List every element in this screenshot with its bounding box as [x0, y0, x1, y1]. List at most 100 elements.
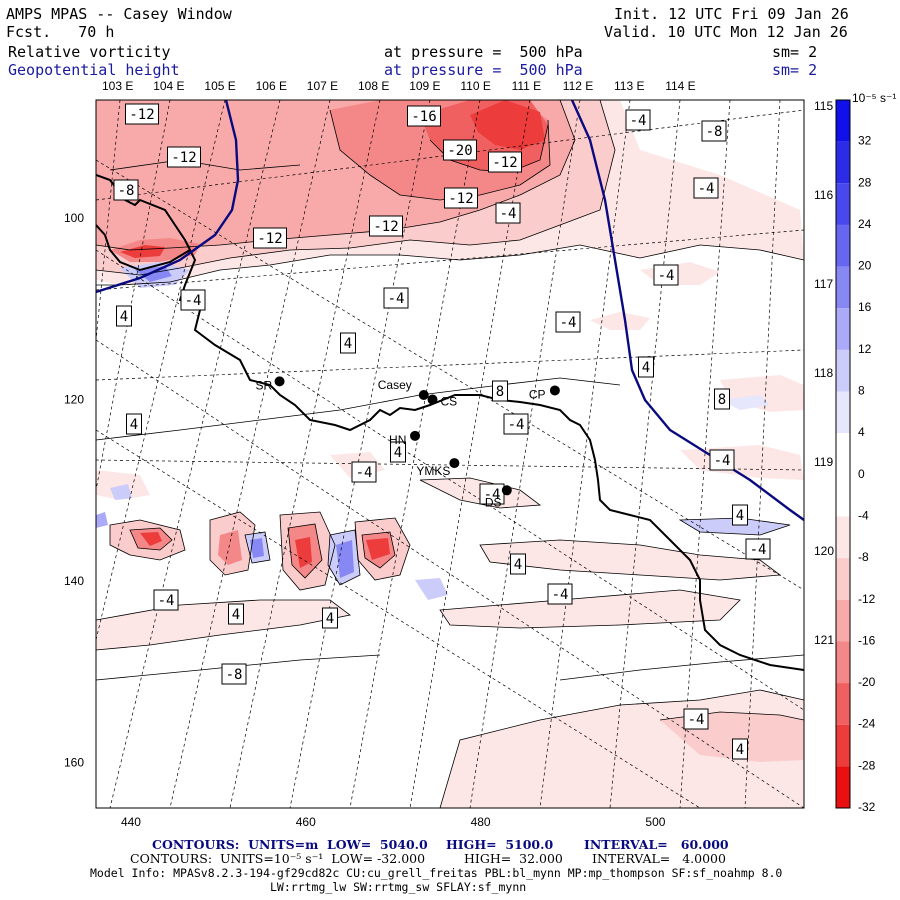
station-ymks: YMKS — [416, 458, 460, 478]
contour-label: -12 — [369, 215, 403, 237]
svg-text:4: 4 — [232, 607, 240, 623]
colorbar-level-label: -16 — [858, 633, 876, 647]
contour-label: 4 — [390, 441, 406, 463]
contour-label: -4 — [709, 449, 735, 471]
x-tick-480: 480 — [471, 815, 491, 829]
top-lon-label: 112 E — [563, 79, 593, 93]
contour-label: 4 — [340, 332, 356, 354]
contour-label: 4 — [126, 413, 142, 435]
svg-text:-8: -8 — [706, 124, 723, 140]
y-tick-100: 100 — [64, 211, 84, 225]
svg-text:4: 4 — [394, 445, 402, 461]
colorbar-level-label: -4 — [858, 508, 869, 522]
contour-label: 4 — [638, 356, 654, 378]
svg-text:-20: -20 — [447, 143, 472, 159]
top-lon-label: 104 E — [153, 79, 184, 93]
contour-label: -16 — [407, 105, 441, 127]
top-lon-label: 107 E — [307, 79, 338, 93]
colorbar-level-label: -12 — [858, 592, 876, 606]
y-tick-labels: 100 120 140 160 — [64, 211, 84, 770]
model-info: Model Info: MPASv8.2.3-194-gf29cd82c CU:… — [90, 866, 783, 880]
svg-text:-12: -12 — [129, 107, 154, 123]
contour-label: -4 — [653, 264, 679, 286]
top-lon-label: 113 E — [614, 79, 644, 93]
field-name-vorticity: Relative vorticity — [8, 43, 171, 61]
svg-text:4: 4 — [736, 742, 744, 758]
height-contour-info: CONTOURS: UNITS=m LOW= 5040.0 — [152, 837, 428, 852]
height-contour-high: HIGH= 5100.0 — [446, 837, 554, 852]
contour-label: -12 — [488, 151, 522, 173]
contour-label: -12 — [167, 146, 201, 168]
top-lon-label: 108 E — [358, 79, 389, 93]
station-marker — [274, 376, 285, 387]
colorbar-swatch — [836, 100, 850, 142]
contour-label: 4 — [732, 738, 748, 760]
x-tick-440: 440 — [121, 815, 141, 829]
station-marker — [449, 458, 460, 469]
contour-label-group: -12 -16 -4 -8 -12 -20 -12 -8 -12 -12 -12 -4 -4 -4 -4 -4… — [113, 103, 771, 760]
contour-label: -4 — [547, 583, 573, 605]
colorbar-level-label: 12 — [858, 342, 872, 356]
model-info-radiation: LW:rrtmg_lw SW:rrtmg_sw SFLAY:sf_mynn — [270, 880, 527, 894]
y-tick-140: 140 — [64, 574, 84, 588]
contour-label: -4 — [180, 289, 206, 311]
station-marker — [410, 430, 421, 441]
contour-label: -4 — [153, 589, 179, 611]
top-lon-label: 111 E — [512, 79, 542, 93]
svg-text:-12: -12 — [171, 150, 196, 166]
vorticity-contour-info: CONTOURS: UNITS=10⁻⁵ s⁻¹ LOW= -32.000 — [130, 851, 426, 866]
colorbar-level-label: -24 — [858, 717, 876, 731]
colorbar-swatch — [836, 516, 850, 559]
station-label: CP — [529, 387, 546, 401]
station-cp: CP — [529, 385, 560, 401]
station-marker — [427, 394, 438, 405]
colorbar-swatch — [836, 641, 850, 684]
colorbar-level-label: 16 — [858, 300, 872, 314]
svg-text:-4: -4 — [750, 542, 767, 558]
svg-text:-4: -4 — [508, 417, 525, 433]
station-casey: Casey — [378, 378, 429, 400]
svg-text:-4: -4 — [356, 465, 373, 481]
colorbar-swatch — [836, 558, 850, 600]
svg-text:-4: -4 — [552, 587, 569, 603]
contour-label: 4 — [228, 603, 244, 625]
vorticity-contour-interval: INTERVAL= 4.0000 — [592, 851, 726, 866]
contour-label: 8 — [492, 380, 508, 402]
vorticity-contour-high: HIGH= 32.000 — [464, 851, 563, 866]
top-lon-label: 105 E — [204, 79, 235, 93]
svg-text:-12: -12 — [448, 191, 473, 207]
height-contour-5040 — [96, 100, 240, 294]
pressure-level-height: at pressure = 500 hPa — [384, 61, 583, 79]
colorbar-level-label: 32 — [858, 134, 872, 148]
contour-label: -4 — [495, 202, 521, 224]
station-hn: HN — [389, 430, 421, 447]
chart-title: AMPS MPAS -- Casey Window — [6, 5, 232, 23]
top-lon-label: 110 E — [460, 79, 490, 93]
map-area: -12 -16 -4 -8 -12 -20 -12 -8 -12 -12 -12 -4 -4 -4 -4 -4… — [96, 100, 804, 808]
contour-label: 8 — [714, 388, 730, 410]
station-sr: SR — [256, 376, 285, 392]
svg-text:-8: -8 — [226, 667, 243, 683]
svg-text:4: 4 — [344, 336, 352, 352]
colorbar-level-label: -32 — [858, 800, 876, 814]
contour-label: -4 — [745, 538, 771, 560]
colorbar-level-label: 0 — [858, 467, 865, 481]
colorbar-level-label: 28 — [858, 175, 872, 189]
station-group: SR Casey CS CP HN YMKS DS — [256, 376, 560, 509]
contour-label: -4 — [351, 461, 377, 483]
coastline-west — [96, 224, 191, 272]
smoothing-vorticity: sm= 2 — [772, 43, 818, 61]
svg-text:-4: -4 — [630, 113, 647, 129]
svg-text:-4: -4 — [688, 712, 705, 728]
y-tick-160: 160 — [64, 756, 84, 770]
height-contour-interval: INTERVAL= 60.000 — [584, 837, 729, 852]
svg-text:-12: -12 — [492, 155, 517, 171]
svg-text:-4: -4 — [388, 291, 405, 307]
smoothing-height: sm= 2 — [772, 61, 818, 79]
contour-label: 4 — [322, 607, 338, 629]
contour-label: -4 — [479, 483, 505, 505]
colorbar-swatch — [836, 391, 850, 434]
svg-text:4: 4 — [736, 508, 744, 524]
contour-label: 4 — [510, 553, 526, 575]
station-label: Casey — [378, 378, 412, 392]
